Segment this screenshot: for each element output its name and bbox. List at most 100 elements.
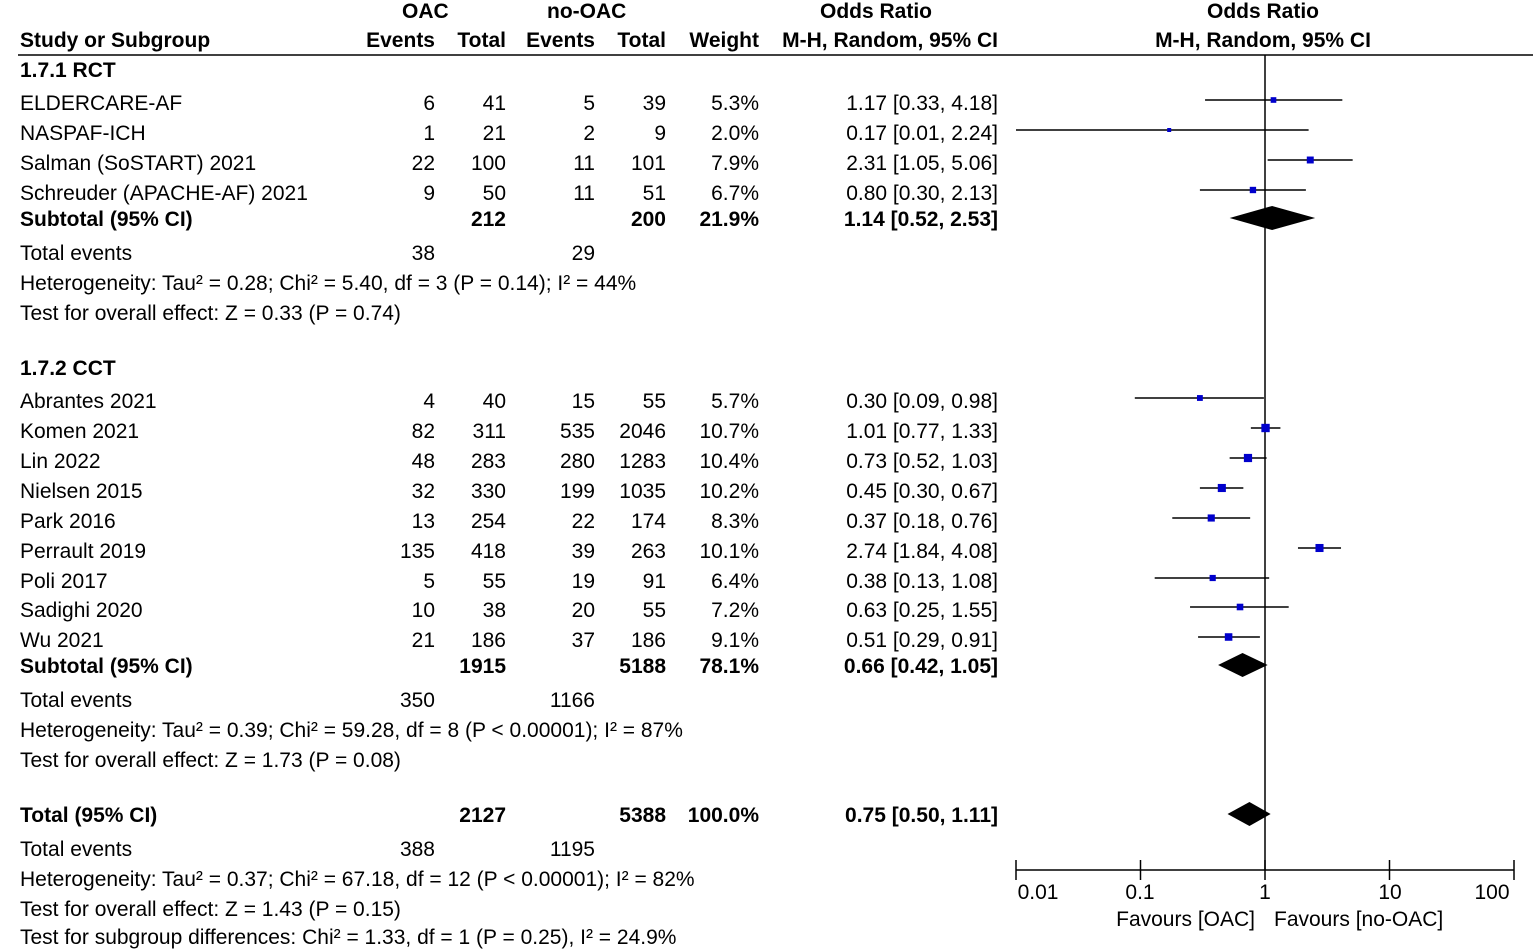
subtotal-total1: 212 [470,208,506,231]
study-ci: 0.17 [0.01, 2.24] [846,122,998,145]
study-events2: 535 [559,420,595,443]
axis-tick-label: 0.1 [1125,881,1155,904]
study-name: Lin 2022 [20,450,101,473]
study-weight: 2.0% [711,122,759,145]
study-total1: 311 [472,420,506,443]
study-name: Perrault 2019 [20,540,147,563]
study-weight: 9.1% [711,629,759,652]
study-total1: 283 [470,450,506,473]
total-events1: 388 [399,838,435,861]
study-events2: 5 [583,92,595,115]
total-events2: 1195 [549,838,595,861]
study-events1: 135 [399,540,435,563]
study-ci: 0.73 [0.52, 1.03] [846,450,998,473]
study-point [1249,186,1257,194]
study-total2: 55 [642,599,666,622]
study-total1: 254 [470,510,506,533]
study-point [1270,97,1277,103]
study-events1: 48 [411,450,435,473]
subtotal-total1: 1915 [459,655,506,678]
subgroup-title: 1.7.1 RCT [20,59,116,82]
study-point [1209,574,1216,582]
study-weight: 10.7% [699,420,759,443]
study-name: Sadighi 2020 [20,599,143,622]
study-total2: 101 [630,152,666,175]
study-events2: 39 [571,540,595,563]
study-ci: 0.51 [0.29, 0.91] [846,629,998,652]
overall-total2: 5388 [619,804,666,827]
study-total1: 55 [482,570,506,593]
favours-left-label: Favours [OAC] [1116,908,1255,931]
col-total1-header: Total [457,29,506,52]
subgroup-title: 1.7.2 CCT [20,357,116,380]
study-ci: 1.01 [0.77, 1.33] [846,420,998,443]
study-point [1236,603,1244,611]
heterogeneity-text: Heterogeneity: Tau² = 0.37; Chi² = 67.18… [20,868,695,891]
study-weight: 6.7% [711,182,759,205]
overall-ci: 0.75 [0.50, 1.11] [845,804,998,827]
study-name: Abrantes 2021 [20,390,157,413]
col-method-header: M-H, Random, 95% CI [782,29,998,52]
overall-weight: 100.0% [687,804,759,827]
col-events1-header: Events [366,29,435,52]
study-point [1261,423,1270,433]
subgroup-differences-text: Test for subgroup differences: Chi² = 1.… [20,926,677,949]
plot-marks [1016,97,1353,826]
study-point [1306,156,1314,164]
study-total2: 2046 [619,420,666,443]
total-events2: 29 [571,242,595,265]
overall-effect-text: Test for overall effect: Z = 1.73 (P = 0… [20,749,401,772]
col-events2-header: Events [526,29,595,52]
study-ci: 0.63 [0.25, 1.55] [846,599,998,622]
study-point [1217,483,1226,493]
pooled-diamond [1218,653,1268,677]
study-ci: 0.80 [0.30, 2.13] [846,182,998,205]
study-events1: 4 [423,390,435,413]
study-name: ELDERCARE-AF [20,92,183,115]
axis-tick-label: 1 [1259,881,1271,904]
total-events-label: Total events [20,689,133,712]
study-total1: 418 [470,540,506,563]
study-events2: 11 [573,182,595,205]
study-events1: 22 [411,152,435,175]
study-total2: 55 [642,390,666,413]
col-total2-header: Total [617,29,666,52]
study-weight: 7.2% [711,599,759,622]
study-name: Komen 2021 [20,420,140,443]
x-axis-ticks [1015,860,1515,880]
study-total2: 39 [642,92,666,115]
study-total1: 186 [470,629,506,652]
subtotal-weight: 78.1% [699,655,759,678]
study-weight: 6.4% [711,570,759,593]
subtotal-ci: 1.14 [0.52, 2.53] [843,208,998,231]
axis-tick-label: 0.01 [1017,881,1059,904]
plot-method-header: M-H, Random, 95% CI [1155,29,1371,52]
subtotal-total2: 200 [630,208,666,231]
heterogeneity-text: Heterogeneity: Tau² = 0.39; Chi² = 59.28… [20,719,683,742]
study-total2: 9 [654,122,666,145]
study-total1: 41 [482,92,506,115]
pooled-diamond [1229,206,1316,230]
study-events1: 21 [411,629,435,652]
subtotal-label: Subtotal (95% CI) [20,208,193,231]
study-weight: 10.1% [699,540,759,563]
study-weight: 5.3% [711,92,759,115]
study-total2: 51 [642,182,666,205]
study-total2: 174 [630,510,666,533]
study-point [1196,395,1203,401]
overall-total1: 2127 [459,804,506,827]
axis-tick-label: 10 [1378,881,1402,904]
study-name: NASPAF-ICH [20,122,146,145]
col-study-header: Study or Subgroup [20,29,211,52]
study-events2: 19 [571,570,595,593]
overall-effect-text: Test for overall effect: Z = 1.43 (P = 0… [20,898,401,921]
plot-title: Odds Ratio [1206,0,1319,23]
group-nooac-label: no-OAC [547,0,627,23]
study-point [1207,514,1215,522]
study-weight: 10.4% [699,450,759,473]
study-total2: 263 [630,540,666,563]
col-weight-header: Weight [689,29,759,52]
study-weight: 10.2% [699,480,759,503]
study-total2: 91 [642,570,666,593]
